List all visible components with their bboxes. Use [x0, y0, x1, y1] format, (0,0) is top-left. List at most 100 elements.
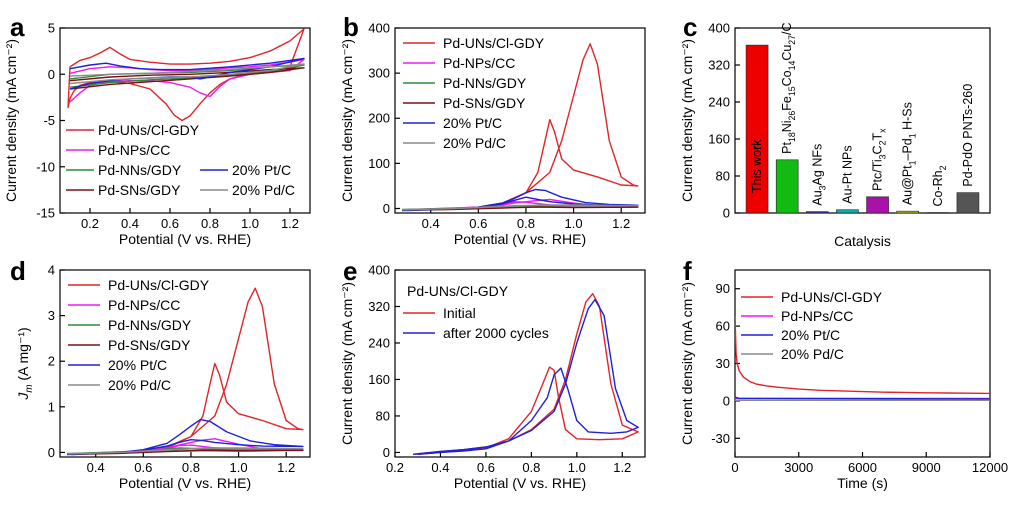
x-tick-label: 0.8	[517, 216, 535, 231]
legend-label: 20% Pt/C	[781, 327, 840, 343]
panel-letter-a: a	[10, 12, 25, 42]
y-axis-label: Jm (A mg⁻¹)	[15, 327, 35, 400]
plot-frame	[394, 27, 646, 214]
x-tick-label: 0.4	[121, 216, 139, 231]
panel-letter-b: b	[343, 12, 359, 42]
legend-label: 20% Pd/C	[108, 377, 171, 393]
y-axis-label: Current density (mA cm⁻²)	[339, 282, 355, 445]
x-tick-label: 1.2	[612, 216, 630, 231]
y-tick-label: 2	[48, 354, 55, 369]
y-tick-label: 0	[723, 393, 730, 408]
x-tick-label: 1.2	[281, 216, 299, 231]
legend-label: Pd-UNs/Cl-GDY	[781, 289, 883, 305]
y-tick-label: 60	[716, 319, 730, 334]
series-line	[413, 298, 639, 455]
legend-label: Pd-SNs/GDY	[108, 337, 191, 353]
bar-category-label: Au3Ag NFs	[810, 144, 827, 206]
y-tick-label: 80	[716, 169, 730, 184]
y-tick-label: 0	[383, 201, 390, 216]
y-tick-label: -30	[711, 431, 730, 446]
legend-label: Pd-NPs/CC	[443, 55, 515, 71]
legend-label: Pd-UNs/Cl-GDY	[98, 122, 200, 138]
bar-category-label: Au@Pt1–Pd1 H-Ss	[901, 102, 918, 205]
x-tick-label: 0	[731, 460, 738, 475]
y-tick-label: 400	[708, 21, 730, 36]
series-line	[402, 204, 639, 211]
series-line	[69, 63, 305, 85]
panel-letter-c: c	[683, 12, 697, 42]
panel-b: b 0.4 0.6 0.8 1.0 1.2 0 100 200 300 400 Potential (…	[339, 12, 646, 247]
legend-label: Pd-NPs/CC	[781, 308, 853, 324]
y-tick-label: 240	[708, 95, 730, 110]
legend-label: Pd-UNs/Cl-GDY	[443, 35, 545, 51]
bar	[806, 211, 829, 214]
legend-label: 20% Pt/C	[443, 115, 502, 131]
bar-category-label: This work	[750, 139, 764, 193]
panel-d: d 0.4 0.6 0.8 1.0 1.2 0 1 2 3 4 Potential (V vs. RH…	[10, 256, 311, 491]
x-axis-label: Potential (V vs. RHE)	[454, 231, 586, 247]
panel-c: c 0 80 160 240 320 400 Current density (mA cm⁻²…	[679, 12, 991, 249]
legend-label: Pd-UNs/Cl-GDY	[108, 277, 210, 293]
x-axis-label: Potential (V vs. RHE)	[119, 231, 251, 247]
x-tick-label: 3000	[784, 460, 813, 475]
x-tick-label: 1.0	[241, 216, 259, 231]
y-tick-label: 30	[716, 356, 730, 371]
series-line	[402, 43, 639, 212]
x-tick-label: 0.4	[431, 460, 449, 475]
legend-label: 20% Pt/C	[108, 357, 167, 373]
x-tick-label: 0.4	[87, 460, 105, 475]
legend-label: Initial	[443, 305, 476, 321]
x-tick-label: 1.0	[230, 460, 248, 475]
legend-label: Pd-NPs/CC	[98, 142, 170, 158]
series-line	[67, 287, 304, 456]
x-tick-label: 0.6	[477, 460, 495, 475]
panel-e: e 0.2 0.4 0.6 0.8 1.0 1.2 0 80 160 240 320 400 Potent…	[339, 256, 646, 491]
y-tick-label: 400	[368, 21, 390, 36]
series-line	[735, 396, 990, 400]
legend-label: Pd-SNs/GDY	[98, 182, 181, 198]
y-tick-label: 0	[383, 445, 390, 460]
panel-letter-e: e	[343, 256, 357, 286]
y-tick-label: 200	[368, 111, 390, 126]
legend-label: 20% Pd/C	[232, 182, 295, 198]
bar-category-label: Ptc/Ti3C2Tx	[871, 128, 888, 191]
x-tick-label: 6000	[848, 460, 877, 475]
bar	[926, 212, 950, 214]
y-tick-label: 0	[723, 206, 730, 221]
y-tick-label: 1	[48, 399, 55, 414]
legend-label: 20% Pd/C	[781, 346, 844, 362]
x-tick-label: 1.2	[613, 460, 631, 475]
bar	[956, 192, 980, 214]
y-tick-label: 320	[368, 299, 390, 314]
y-tick-label: 160	[368, 372, 390, 387]
x-tick-label: 1.0	[565, 216, 583, 231]
y-tick-label: 320	[708, 58, 730, 73]
y-axis-label: Current density (mA cm⁻²)	[3, 39, 19, 202]
x-axis-label: Potential (V vs. RHE)	[119, 475, 251, 491]
x-tick-label: 12000	[972, 460, 1008, 475]
y-tick-label: 100	[368, 156, 390, 171]
x-tick-label: 9000	[912, 460, 941, 475]
bar-category-label: Pt18Ni26Fe15Co14Cu27/C	[780, 22, 797, 153]
x-tick-label: 0.6	[161, 216, 179, 231]
panel-a: a 0.2 0.4 0.6 0.8 1.0 1.2 5 0 -5 -10 -15 Potential (…	[3, 12, 311, 247]
series-line	[69, 64, 305, 88]
legend-label: 20% Pd/C	[443, 135, 506, 151]
plot-frame	[59, 269, 311, 458]
y-tick-label: 90	[716, 281, 730, 296]
series-line	[402, 188, 639, 211]
legend-label: Pd-NNs/GDY	[108, 317, 192, 333]
panel-annotation: Pd-UNs/Cl-GDY	[407, 283, 509, 299]
y-tick-label: -15	[36, 206, 55, 221]
x-tick-label: 0.8	[182, 460, 200, 475]
legend-label: Pd-NPs/CC	[108, 297, 180, 313]
y-axis-label: Current density (mA cm⁻²)	[339, 39, 355, 202]
bar-category-label: Pd-PdO PNTs-260	[961, 84, 975, 187]
x-tick-label: 0.8	[522, 460, 540, 475]
x-axis-label: Potential (V vs. RHE)	[454, 475, 586, 491]
plot-frame	[394, 269, 646, 458]
bar	[775, 159, 799, 214]
x-axis-label: Catalysis	[834, 233, 891, 249]
series-line	[69, 67, 305, 90]
